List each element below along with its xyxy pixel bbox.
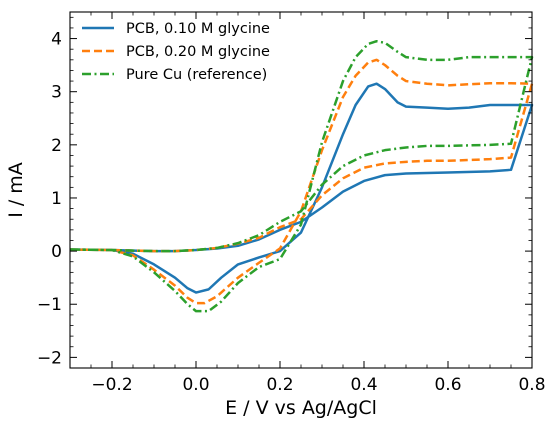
x-tick-label: 0.6 xyxy=(434,375,461,395)
y-tick-label: 3 xyxy=(51,83,62,103)
y-tick-label: 1 xyxy=(51,189,62,209)
x-axis-label: E / V vs Ag/AgCl xyxy=(225,397,377,419)
x-tick-label: 0.8 xyxy=(518,375,545,395)
series-line-1 xyxy=(69,58,534,305)
y-axis-label: I / mA xyxy=(5,162,27,218)
series-layer xyxy=(69,39,534,313)
legend-label-1: PCB, 0.20 M glycine xyxy=(126,44,270,60)
y-tick-label: −2 xyxy=(37,348,62,368)
plot-area xyxy=(70,12,532,368)
tick-layer: −0.2 0.0 0.2 0.4 0.6 0.8 −2 −1 0 1 2 3 4 xyxy=(37,12,546,395)
y-tick-label: −1 xyxy=(37,295,62,315)
series-line-2 xyxy=(69,39,534,313)
legend: PCB, 0.10 M glycine PCB, 0.20 M glycine … xyxy=(82,21,270,83)
y-tick-label: 2 xyxy=(51,136,62,156)
y-tick-label: 0 xyxy=(51,242,62,262)
y-tick-label: 4 xyxy=(51,30,62,50)
x-tick-label: 0.2 xyxy=(266,375,293,395)
legend-label-0: PCB, 0.10 M glycine xyxy=(126,21,270,37)
series-line-0 xyxy=(69,82,534,294)
x-tick-label: 0.4 xyxy=(350,375,377,395)
x-tick-label: 0.0 xyxy=(182,375,209,395)
legend-label-2: Pure Cu (reference) xyxy=(126,67,267,83)
x-tick-label: −0.2 xyxy=(91,375,132,395)
